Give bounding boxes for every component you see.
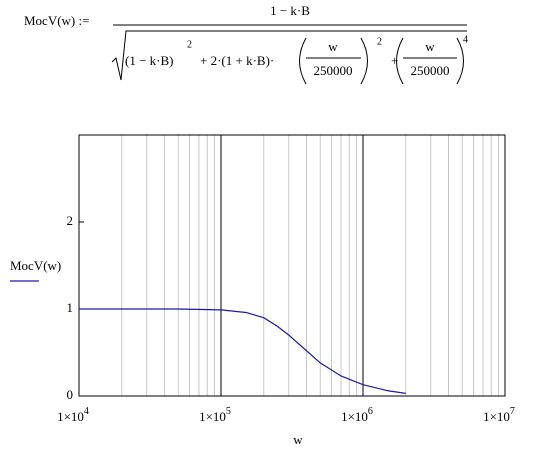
paren [456, 37, 464, 85]
x-tick-label: 1×105 [199, 406, 231, 424]
x-tick-label-text: 1×10 [57, 409, 84, 424]
fraction-den: 250000 [314, 63, 353, 78]
sqrt-sign [111, 30, 467, 81]
x-axis-label: w [293, 432, 303, 447]
exponent: 4 [463, 34, 468, 45]
exponent: 2 [187, 39, 192, 50]
paren [299, 37, 307, 85]
y-tick-label: 0 [67, 387, 74, 402]
x-tick-label-power: 7 [510, 406, 515, 417]
paren [360, 37, 368, 85]
x-tick-label-text: 1×10 [483, 409, 510, 424]
plus: + [391, 53, 398, 68]
fraction-num: w [328, 39, 338, 54]
formula: MocV(w) := 1 − k·B (1 − k·B) 2 + 2·(1 + … [24, 3, 468, 85]
fraction-den: 250000 [411, 63, 450, 78]
exponent: 2 [377, 36, 382, 47]
x-tick-label-text: 1×10 [199, 409, 226, 424]
x-tick-label-text: 1×10 [341, 409, 368, 424]
numerator: 1 − k·B [270, 3, 310, 18]
x-tick-label: 1×106 [341, 406, 373, 424]
x-tick-label-power: 4 [84, 406, 89, 417]
plot-frame [78, 134, 506, 397]
x-tick-label: 1×104 [57, 406, 89, 424]
x-tick-label-power: 6 [368, 406, 373, 417]
y-tick-label: 1 [67, 300, 74, 315]
term: + 2·(1 + k·B)· [200, 53, 274, 68]
x-tick-label: 1×107 [483, 406, 515, 424]
paren [396, 37, 404, 85]
y-tick-label: 2 [67, 213, 74, 228]
term: (1 − k·B) [125, 53, 174, 68]
x-tick-label-power: 5 [226, 406, 231, 417]
series-line [79, 308, 406, 394]
fraction-num: w [425, 39, 435, 54]
legend-label: MocV(w) [10, 258, 61, 273]
formula-lhs: MocV(w) := [24, 13, 89, 28]
